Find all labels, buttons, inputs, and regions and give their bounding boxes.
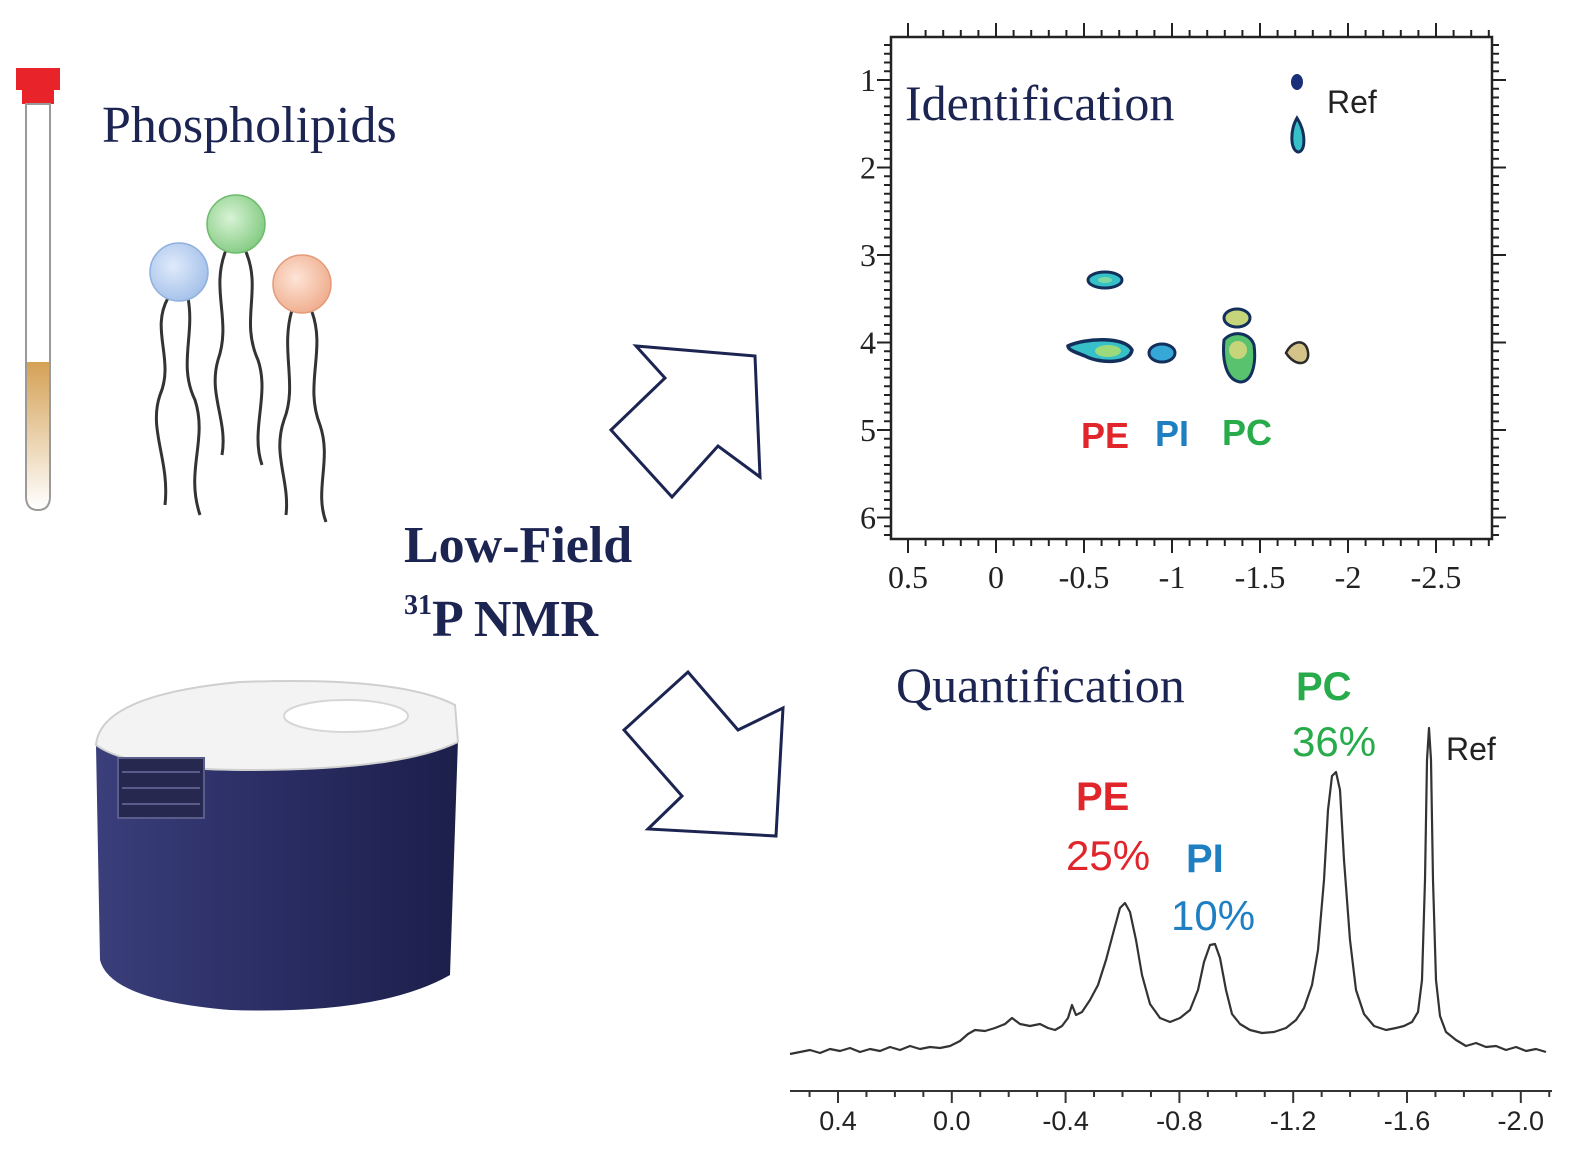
lipid-head-blue: [149, 242, 209, 302]
arrow-down-right: [621, 669, 785, 838]
x-tick-label: -1: [1159, 559, 1186, 595]
pc-label: PC: [1222, 412, 1272, 453]
arrow-up-right: [608, 344, 762, 500]
tube-cap-neck: [22, 88, 54, 104]
x-tick-labels: 0.5 0 -0.5 -1 -1.5 -2 -2.5: [888, 559, 1461, 595]
lipid-head-orange: [272, 254, 332, 314]
x-tick-label: 0.4: [819, 1106, 857, 1136]
pc-peak-percent: 36%: [1292, 718, 1376, 765]
lipid-head-green: [206, 194, 266, 254]
pc-contour-core: [1229, 341, 1247, 359]
x-tick-label: 0.0: [933, 1106, 971, 1136]
x-tick-label: 0: [988, 559, 1004, 595]
pi-peak-percent: 10%: [1171, 892, 1255, 939]
x-tick-label: -2.0: [1498, 1106, 1545, 1136]
contour-peak: [1284, 341, 1310, 365]
x-tick-label: -0.4: [1042, 1106, 1089, 1136]
x-tick-label: -0.5: [1059, 559, 1110, 595]
plot-frame: [889, 35, 1494, 541]
method-label-line2: 31P NMR: [404, 590, 600, 648]
lipid-tail: [154, 297, 170, 506]
isotope-superscript: 31: [404, 590, 432, 621]
contour-peaks: [1066, 74, 1310, 384]
x-axis-ticks: [808, 1091, 1551, 1103]
method-label-line1: Low-Field: [404, 517, 632, 574]
pe-peak-percent: 25%: [1066, 832, 1150, 879]
tube-cap: [16, 68, 60, 90]
y-tick-label: 1: [860, 62, 876, 98]
lipid-tail: [213, 249, 228, 456]
pi-label: PI: [1155, 413, 1189, 454]
y-tick-label: 3: [860, 237, 876, 273]
instrument-top: [94, 680, 460, 772]
y-tick-label: 6: [860, 500, 876, 536]
pc-peak-name: PC: [1296, 665, 1352, 709]
quantification-ref-label: Ref: [1446, 731, 1496, 767]
x-tick-label: -2: [1335, 559, 1362, 595]
pc-contour: [1222, 307, 1252, 329]
x-tick-labels: 0.4 0.0 -0.4 -0.8 -1.2 -1.6 -2.0: [819, 1106, 1544, 1136]
phospholipid-molecules: [154, 249, 328, 523]
identification-ref-label: Ref: [1327, 84, 1377, 120]
pe-contour-core: [1095, 345, 1121, 357]
y-tick-label: 5: [860, 412, 876, 448]
quantification-title: Quantification: [896, 657, 1185, 713]
benchtop-nmr-instrument: [94, 680, 460, 1011]
x-tick-label: -1.2: [1270, 1106, 1317, 1136]
lipid-tail: [278, 309, 294, 516]
identification-plot: 1 2 3 4 5 6 0.5 0 -0.5 -1 -1.5 -2 -2.5 Identificati…: [860, 23, 1506, 595]
identification-title: Identification: [905, 75, 1174, 131]
method-nucleus: P NMR: [432, 591, 600, 648]
y-tick-label: 4: [860, 325, 876, 361]
pe-label: PE: [1081, 415, 1129, 456]
x-tick-label: 0.5: [888, 559, 928, 595]
ref-peak-contour: [1291, 74, 1303, 90]
x-tick-label: -1.5: [1235, 559, 1286, 595]
x-tick-label: -2.5: [1411, 559, 1462, 595]
y-tick-labels: 1 2 3 4 5 6: [860, 62, 876, 536]
plot-minor-ticks: [877, 23, 1506, 553]
contour-peak: [1098, 277, 1112, 283]
nmr-spectrum-trace: [789, 726, 1547, 1056]
sample-tube: [16, 68, 60, 512]
tube-sample-fill: [27, 362, 49, 509]
phospholipids-title: Phospholipids: [102, 97, 397, 154]
lipid-tail: [244, 251, 264, 466]
pe-peak-name: PE: [1076, 775, 1129, 819]
x-tick-label: -0.8: [1156, 1106, 1203, 1136]
pi-contour: [1147, 342, 1177, 364]
ref-peak-contour: [1290, 115, 1306, 154]
quantification-plot: Quantification PE 25% PI 10% PC 36% Ref …: [789, 657, 1552, 1136]
lipid-tail: [310, 311, 328, 523]
x-tick-label: -1.6: [1384, 1106, 1431, 1136]
y-tick-label: 2: [860, 150, 876, 186]
lipid-tail: [185, 297, 202, 516]
instrument-top-port: [283, 699, 409, 733]
pi-peak-name: PI: [1186, 837, 1224, 881]
